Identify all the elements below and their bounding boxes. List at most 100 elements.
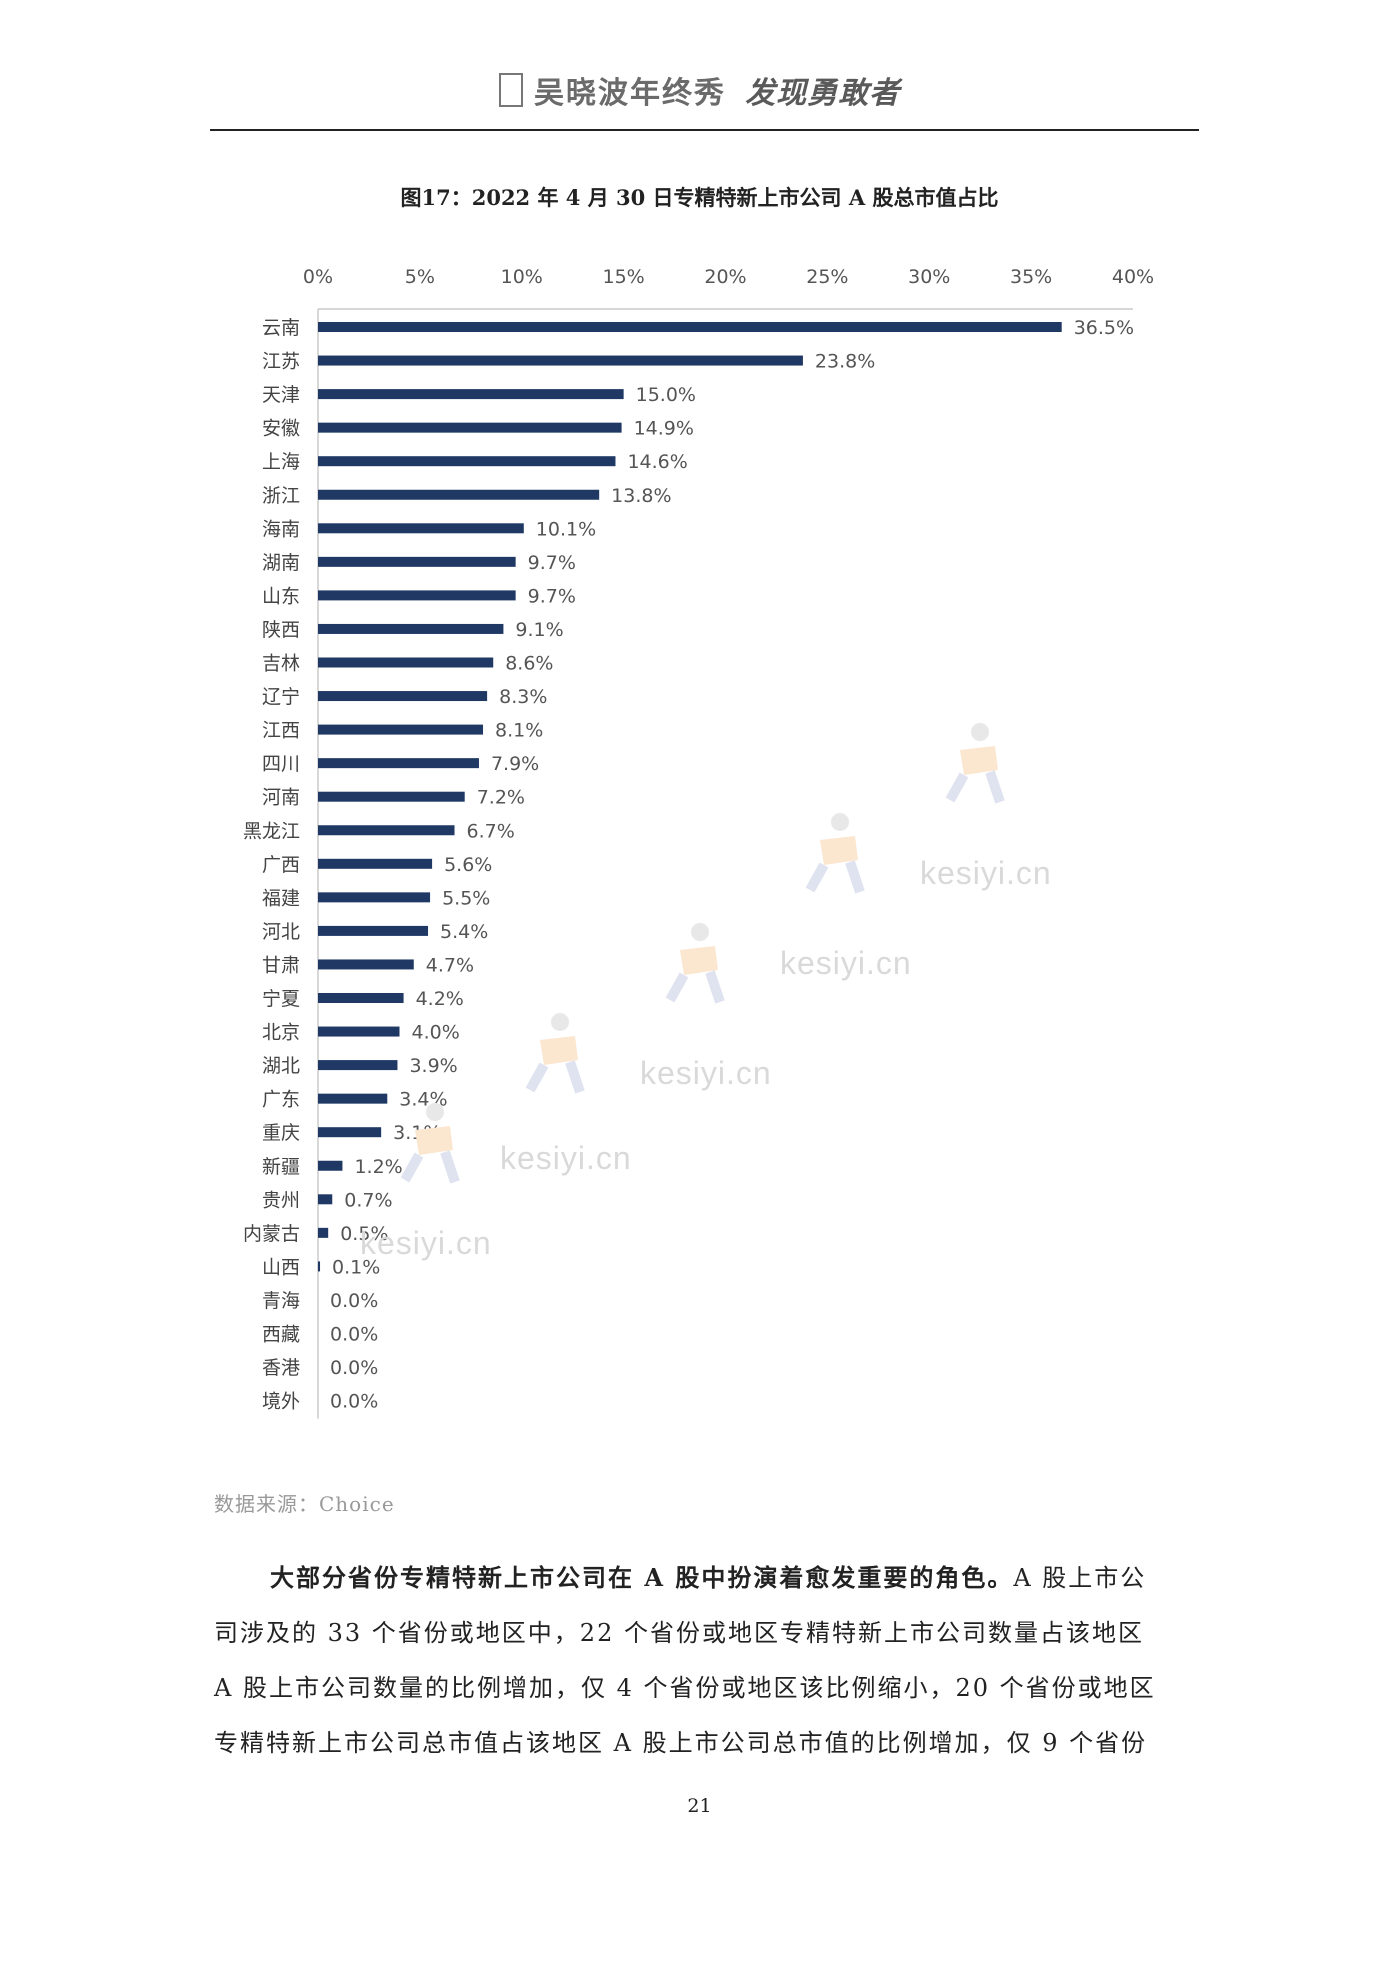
data-label: 1.2% xyxy=(354,1156,402,1178)
watermark-figure-icon xyxy=(395,1100,465,1190)
paragraph-line-4: 专精特新上市公司总市值占该地区 A 股上市公司总市值的比例增加，仅 9 个省份 xyxy=(214,1729,1148,1757)
data-label: 9.7% xyxy=(528,552,576,574)
data-label: 23.8% xyxy=(815,351,875,373)
category-label: 广东 xyxy=(262,1089,300,1111)
data-label: 4.7% xyxy=(426,954,474,976)
category-label: 天津 xyxy=(262,384,300,406)
watermark-text: kesiyi.cn xyxy=(920,855,1052,891)
bar-chart: 0% 5% 10% 15% 20% 25% 30% 35% 40% 云南 36.5% 江苏 23.8% 天… xyxy=(243,266,1154,1419)
data-label: 4.2% xyxy=(416,988,464,1010)
paragraph-line: 大部分省份专精特新上市公司在 A 股中扮演着愈发重要的角色。A 股上市公 xyxy=(214,1550,1194,1606)
bar xyxy=(318,1060,398,1071)
data-label: 8.3% xyxy=(499,686,547,708)
data-label: 9.1% xyxy=(515,619,563,641)
page-number: 21 xyxy=(687,1795,712,1817)
data-label: 3.9% xyxy=(409,1055,457,1077)
header-brand: 发现勇敢者 xyxy=(745,76,901,111)
x-tick-label: 25% xyxy=(806,266,848,288)
category-label: 新疆 xyxy=(262,1156,300,1178)
bar xyxy=(318,1026,400,1037)
category-label: 河南 xyxy=(262,787,300,809)
data-label: 6.7% xyxy=(467,820,515,842)
x-tick-label: 35% xyxy=(1010,266,1052,288)
data-label: 7.2% xyxy=(477,787,525,809)
category-label: 吉林 xyxy=(262,653,300,675)
watermark-figure-icon xyxy=(660,920,730,1010)
data-label: 0.0% xyxy=(330,1290,378,1312)
paragraph-line-1: A 股上市公 xyxy=(1013,1564,1147,1592)
category-label: 广西 xyxy=(262,854,300,876)
bar xyxy=(318,892,431,903)
category-label: 香港 xyxy=(262,1357,300,1379)
watermark-figure-icon xyxy=(940,720,1010,810)
data-label: 13.8% xyxy=(611,485,671,507)
data-label: 8.1% xyxy=(495,720,543,742)
data-label: 7.9% xyxy=(491,753,539,775)
bar xyxy=(318,523,524,534)
bar xyxy=(318,758,479,769)
bar xyxy=(318,1093,388,1104)
bar xyxy=(318,1261,321,1272)
bar xyxy=(318,556,516,567)
category-label: 湖南 xyxy=(262,552,300,574)
category-label: 黑龙江 xyxy=(243,820,300,842)
category-label: 甘肃 xyxy=(262,954,300,976)
bar xyxy=(318,1227,329,1238)
bar xyxy=(318,1160,343,1171)
paragraph-lead: 大部分省份专精特新上市公司在 A 股中扮演着愈发重要的角色。 xyxy=(270,1563,1014,1592)
x-tick-label: 5% xyxy=(405,266,435,288)
header-title: 吴晓波年终秀 xyxy=(534,76,726,111)
data-label: 15.0% xyxy=(636,384,696,406)
bar xyxy=(318,858,433,869)
data-label: 0.7% xyxy=(344,1189,392,1211)
data-label: 5.4% xyxy=(440,921,488,943)
data-label: 0.0% xyxy=(330,1324,378,1346)
bar xyxy=(318,590,516,601)
category-label: 江西 xyxy=(262,720,300,742)
category-label: 陕西 xyxy=(262,619,300,641)
category-label: 青海 xyxy=(262,1290,300,1312)
body-paragraph: 大部分省份专精特新上市公司在 A 股中扮演着愈发重要的角色。A 股上市公 司涉及… xyxy=(214,1550,1194,1771)
category-label: 内蒙古 xyxy=(243,1223,300,1245)
bar xyxy=(318,489,600,500)
category-label: 重庆 xyxy=(262,1122,300,1144)
category-label: 湖北 xyxy=(262,1055,300,1077)
watermark-text: kesiyi.cn xyxy=(640,1055,772,1091)
category-label: 浙江 xyxy=(262,485,300,507)
category-label: 山西 xyxy=(262,1256,300,1278)
bar xyxy=(318,993,404,1003)
data-label: 9.7% xyxy=(528,585,576,607)
data-label: 5.5% xyxy=(442,887,490,909)
watermark-text: kesiyi.cn xyxy=(360,1225,492,1261)
watermark-text: kesiyi.cn xyxy=(500,1140,632,1176)
data-label: 5.6% xyxy=(444,854,492,876)
page-header: 吴晓波年终秀 发现勇敢者 xyxy=(0,68,1399,112)
category-label: 北京 xyxy=(262,1022,300,1044)
bar xyxy=(318,691,488,702)
category-label: 山东 xyxy=(262,585,300,607)
bar xyxy=(318,791,465,802)
data-label: 0.1% xyxy=(332,1256,380,1278)
data-label: 0.5% xyxy=(340,1223,388,1245)
category-label: 境外 xyxy=(262,1391,300,1413)
header-divider xyxy=(210,129,1199,131)
data-source: 数据来源：Choice xyxy=(214,1492,395,1516)
bar xyxy=(318,1127,382,1138)
bar xyxy=(318,1194,333,1205)
bar xyxy=(318,959,414,970)
watermark-figure-icon xyxy=(520,1010,590,1100)
bar xyxy=(318,724,484,735)
bar xyxy=(318,456,616,467)
bar xyxy=(318,389,624,400)
x-tick-label: 0% xyxy=(303,266,333,288)
data-label: 8.6% xyxy=(505,653,553,675)
bar xyxy=(318,657,494,668)
x-tick-label: 30% xyxy=(908,266,950,288)
bar xyxy=(318,623,504,634)
x-tick-label: 15% xyxy=(603,266,645,288)
category-label: 四川 xyxy=(262,753,300,775)
data-label: 36.5% xyxy=(1074,317,1134,339)
paragraph-line-2: 司涉及的 33 个省份或地区中，22 个省份或地区专精特新上市公司数量占该地区 xyxy=(214,1619,1144,1647)
data-label: 14.6% xyxy=(627,451,687,473)
category-label: 宁夏 xyxy=(262,988,300,1010)
